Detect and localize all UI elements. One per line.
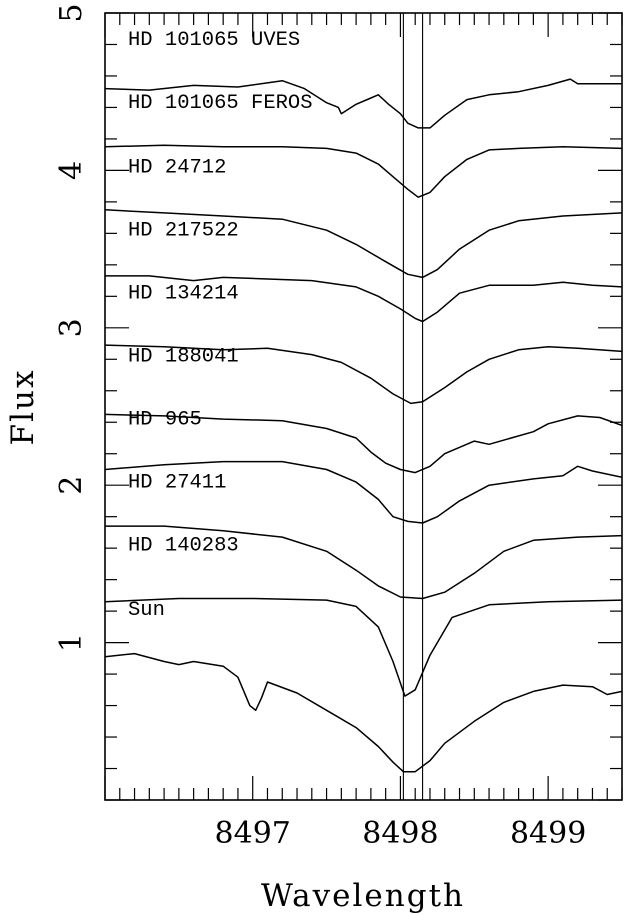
series-label: HD 27411	[128, 471, 226, 494]
spectrum-line-3	[105, 209, 622, 279]
spectrum-line-4	[105, 275, 622, 323]
plot-frame	[104, 12, 623, 801]
y-tick-label: 4	[54, 161, 89, 180]
spectrum-line-6	[105, 413, 622, 474]
axis-ticks	[104, 12, 623, 801]
series-label: HD 134214	[128, 283, 239, 306]
y-axis-title: Flux	[5, 369, 41, 446]
series-label: Sun	[128, 599, 165, 622]
series-label: HD 217522	[128, 220, 239, 243]
y-tick-label: 1	[54, 633, 89, 652]
series-label: HD 965	[128, 409, 202, 432]
spectrum-line-5	[105, 344, 622, 405]
y-tick-label: 5	[54, 3, 89, 22]
spectrum-line-1	[105, 78, 622, 129]
series-label: HD 188041	[128, 346, 239, 369]
series-label: HD 24712	[128, 157, 226, 180]
y-tick-label: 3	[54, 318, 89, 337]
spectrum-line-9	[105, 597, 622, 697]
series-label: HD 101065 FEROS	[128, 92, 313, 115]
x-tick-label: 8499	[510, 816, 586, 851]
x-axis-title: Wavelength	[261, 878, 465, 914]
series-label: HD 101065 UVES	[128, 29, 300, 52]
tick-labels: 8497 8498 8499 1 2 3 4 5	[54, 3, 586, 851]
series-labels: HD 101065 UVES HD 101065 FEROS HD 24712 HD …	[128, 29, 313, 622]
spectrum-line-8	[105, 525, 622, 600]
spectrum-line-7	[105, 460, 622, 524]
series-label: HD 140283	[128, 534, 239, 557]
spectrum-line-10	[105, 652, 622, 773]
spectrum-line-2	[105, 144, 622, 198]
x-tick-label: 8498	[362, 816, 438, 851]
y-tick-label: 2	[54, 476, 89, 495]
plot-content	[105, 13, 622, 800]
x-tick-label: 8497	[215, 816, 291, 851]
